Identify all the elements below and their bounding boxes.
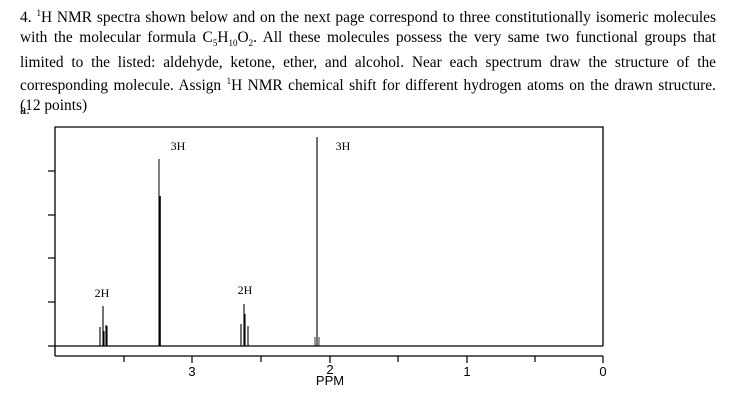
y-ticks <box>48 170 55 347</box>
question-text: 4. 1H NMR spectra shown below and on the… <box>20 8 716 114</box>
integration-label: 3H <box>336 139 351 153</box>
plot-frame <box>54 126 604 356</box>
x-ticks <box>123 356 604 363</box>
x-axis-label: PPM <box>316 373 344 388</box>
integration-label: 2H <box>95 286 110 300</box>
x-tick-label: 3 <box>188 364 195 379</box>
peak-singlet-3.22 <box>158 159 161 346</box>
x-tick-label: 1 <box>463 364 470 379</box>
sublabel-a: a. <box>20 103 30 118</box>
x-tick-label: 2 <box>326 362 333 377</box>
x-tick-label: 0 <box>599 364 606 379</box>
peak-singlet-2.08 <box>314 137 320 346</box>
integration-label: 3H <box>171 139 186 153</box>
integration-label: 2H <box>238 283 253 297</box>
peak-triplet-3.64 <box>99 306 108 346</box>
peak-triplet-2.61 <box>240 304 249 346</box>
